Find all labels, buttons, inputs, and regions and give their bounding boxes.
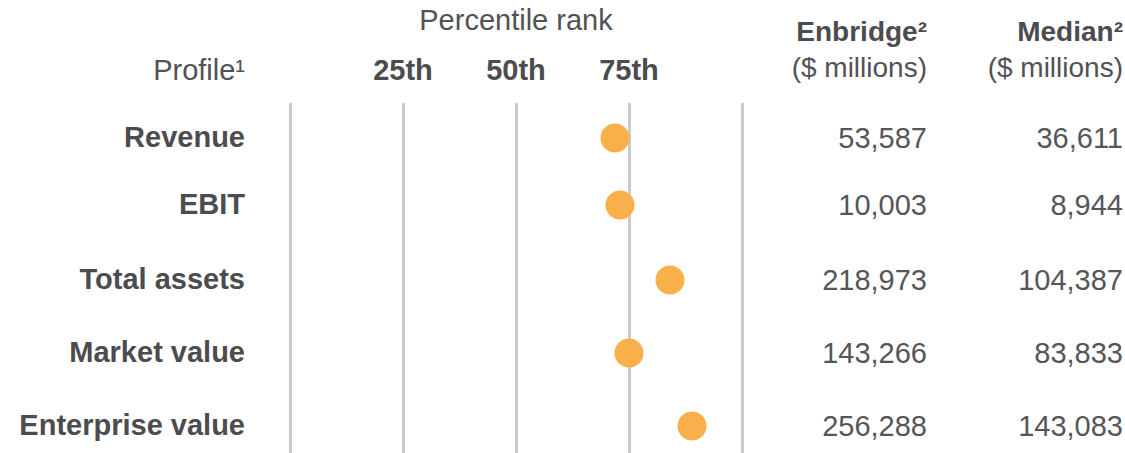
enbridge-column-title: Enbridge²	[690, 14, 927, 50]
enbridge-value: 218,973	[700, 264, 927, 297]
row-label: Total assets	[0, 263, 245, 296]
enbridge-value: 53,587	[700, 122, 927, 155]
row-label: EBIT	[0, 188, 245, 221]
row-label: Revenue	[0, 121, 245, 154]
percentile-dot	[601, 124, 630, 153]
enbridge-column-header: Enbridge² ($ millions)	[690, 14, 927, 86]
median-value: 104,387	[945, 264, 1123, 297]
enbridge-value: 10,003	[700, 189, 927, 222]
enbridge-value: 143,266	[700, 337, 927, 370]
tick-label-50th: 50th	[486, 54, 546, 87]
gridline-75th	[628, 103, 631, 453]
row-label: Enterprise value	[0, 409, 245, 442]
chart-title: Percentile rank	[419, 4, 612, 37]
median-value: 8,944	[945, 189, 1123, 222]
median-column-title: Median²	[943, 14, 1123, 50]
median-value: 83,833	[945, 337, 1123, 370]
percentile-dot	[615, 339, 644, 368]
gridline-50th	[515, 103, 518, 453]
percentile-dot	[656, 266, 685, 295]
median-column-units: ($ millions)	[943, 50, 1123, 86]
median-column-header: Median² ($ millions)	[943, 14, 1123, 86]
percentile-rank-chart: Percentile rank Profile¹ 25th 50th 75th …	[0, 0, 1125, 453]
percentile-dot	[606, 191, 635, 220]
profile-column-header: Profile¹	[0, 54, 245, 87]
gridline-25th	[402, 103, 405, 453]
tick-label-75th: 75th	[599, 54, 659, 87]
median-value: 143,083	[945, 410, 1123, 443]
enbridge-column-units: ($ millions)	[690, 50, 927, 86]
enbridge-value: 256,288	[700, 410, 927, 443]
row-label: Market value	[0, 336, 245, 369]
gridline-0th	[289, 103, 292, 453]
median-value: 36,611	[945, 122, 1123, 155]
tick-label-25th: 25th	[373, 54, 433, 87]
